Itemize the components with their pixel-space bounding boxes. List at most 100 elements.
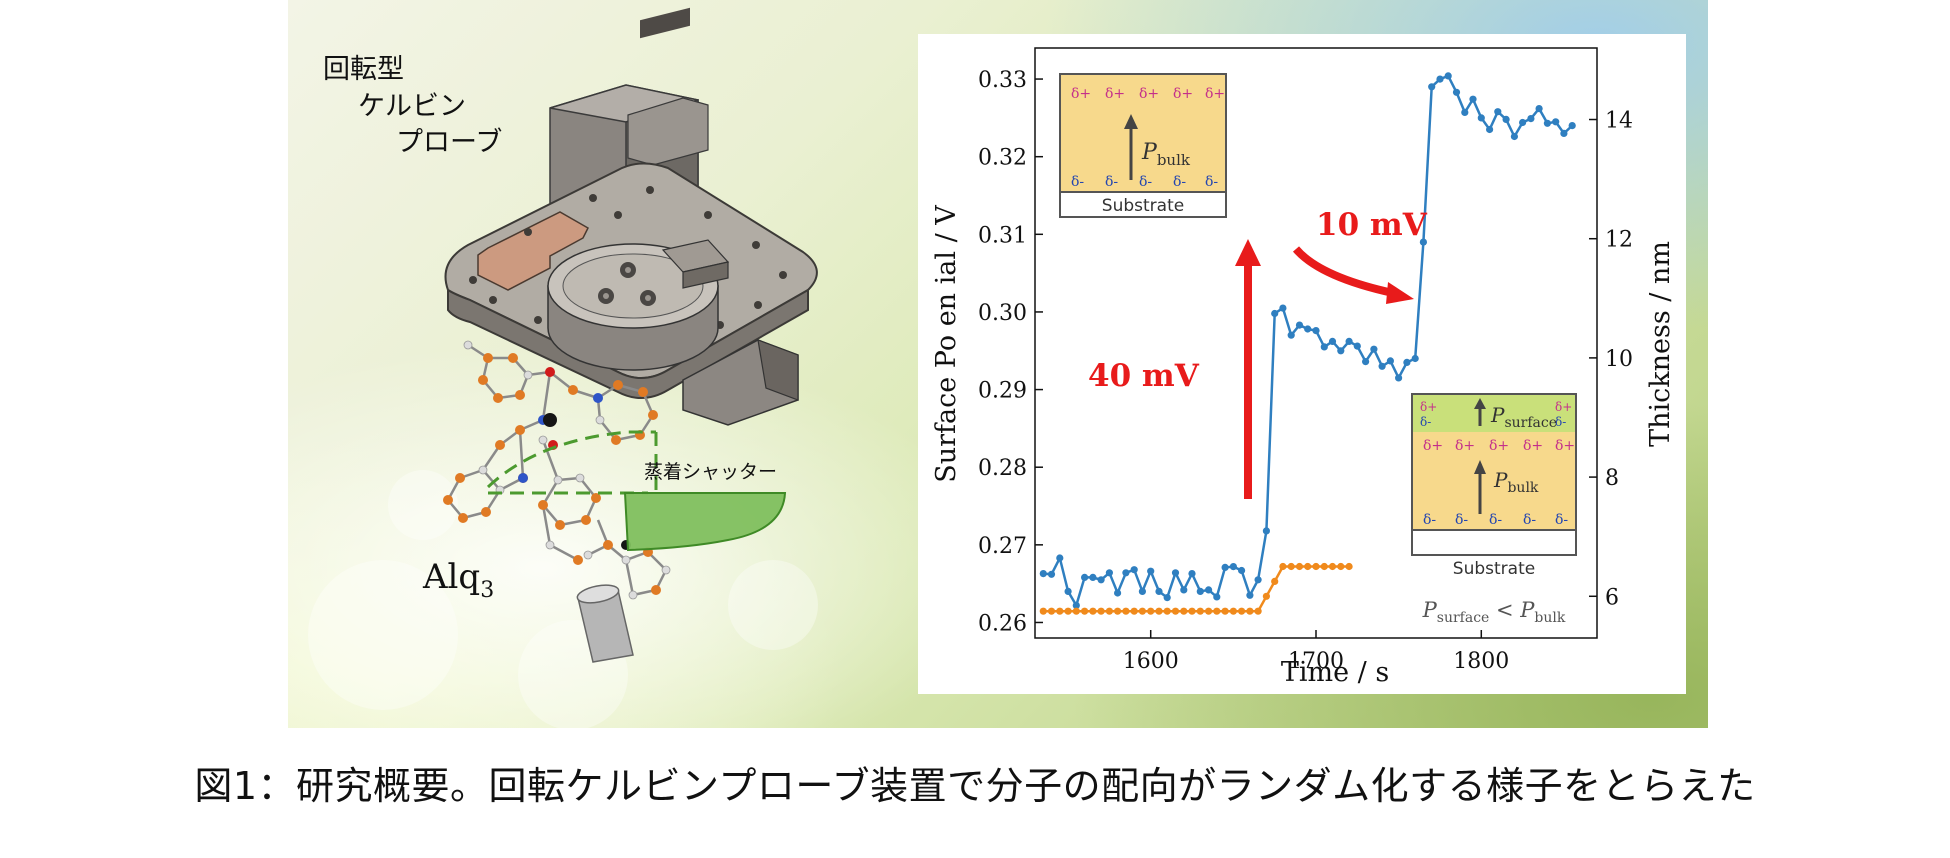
surface-potential-point bbox=[1205, 586, 1213, 594]
surface-potential-point bbox=[1081, 573, 1089, 582]
inset-bottom-delta-minus: δ- bbox=[1555, 512, 1568, 528]
surface-potential-point bbox=[1436, 75, 1444, 83]
thickness-point bbox=[1056, 607, 1064, 615]
surface-potential-point bbox=[1105, 569, 1113, 577]
thickness-point bbox=[1171, 607, 1180, 615]
thickness-point bbox=[1147, 607, 1155, 615]
thickness-point bbox=[1089, 607, 1097, 615]
thickness-point bbox=[1246, 607, 1254, 615]
surface-potential-point bbox=[1337, 347, 1345, 355]
relation-lhs: P bbox=[1422, 598, 1438, 622]
inset-top: δ+ δ+ δ+ δ+ δ+ δ- δ- δ- δ- δ- Pbulk Subs… bbox=[1059, 73, 1227, 218]
surface-potential-point bbox=[1196, 587, 1204, 596]
surface-potential-point bbox=[1527, 115, 1535, 123]
surface-potential-point bbox=[1568, 122, 1576, 130]
thickness-point bbox=[1064, 607, 1072, 615]
inset-top-delta-minus: δ- bbox=[1071, 174, 1084, 190]
surface-potential-point bbox=[1114, 589, 1122, 597]
x-tick-label: 1700 bbox=[1288, 649, 1344, 674]
surface-potential-point bbox=[1543, 119, 1551, 127]
thickness-point bbox=[1138, 607, 1146, 615]
thickness-point bbox=[1097, 607, 1105, 615]
surface-potential-point bbox=[1238, 566, 1246, 575]
y-tick-label: 0.29 bbox=[978, 379, 1027, 404]
thickness-point bbox=[1229, 607, 1237, 615]
inset-bottom-delta-minus: δ- bbox=[1555, 415, 1566, 429]
thickness-point bbox=[1213, 607, 1221, 615]
surface-potential-chart: 1600 1700 1800 0.26 0.27 0.28 0.29 0.30 0.31 0.32… bbox=[931, 47, 1676, 688]
inset-bottom: δ+ δ- δ+ δ- δ+ δ+ δ+ δ+ δ+ δ- δ- δ- δ- bbox=[1411, 393, 1577, 626]
series-layer bbox=[1039, 72, 1576, 615]
surface-potential-point bbox=[1056, 554, 1064, 562]
evaporation-shutter: 蒸着シャッター bbox=[486, 430, 787, 552]
surface-potential-point bbox=[1494, 108, 1502, 116]
thickness-point bbox=[1047, 607, 1056, 615]
axis-ticks: 1600 1700 1800 0.26 0.27 0.28 0.29 0.30 0.31 0.32… bbox=[978, 68, 1633, 674]
y2-axis-title: Thickness / nm bbox=[1645, 241, 1676, 447]
rotating-head bbox=[547, 239, 730, 371]
surface-potential-point bbox=[1130, 566, 1138, 574]
figure-caption: 図1：研究概要。回転ケルビンプローブ装置で分子の配向がランダム化する様子をとらえ… bbox=[194, 764, 1756, 808]
surface-potential-point bbox=[1271, 309, 1279, 318]
thickness-point bbox=[1279, 562, 1287, 571]
y2-tick-label: 6 bbox=[1605, 585, 1619, 610]
thickness-point bbox=[1312, 562, 1320, 571]
surface-potential-point bbox=[1362, 358, 1370, 366]
surface-potential-point bbox=[1072, 601, 1080, 610]
surface-potential-point bbox=[1477, 114, 1485, 122]
surface-potential-point bbox=[1428, 83, 1436, 91]
alq3-atoms bbox=[443, 340, 671, 600]
inset-top-delta-plus: δ+ bbox=[1205, 86, 1225, 102]
thickness-point bbox=[1320, 562, 1328, 571]
surface-potential-point bbox=[1411, 354, 1419, 363]
svg-text:Pbulk: Pbulk bbox=[1141, 140, 1191, 169]
svg-text:Psurface < Pbulk: Psurface < Pbulk bbox=[1422, 598, 1566, 626]
thickness-point bbox=[1238, 607, 1246, 615]
probe-label: 回転型 ケルビン プローブ bbox=[323, 54, 502, 158]
surface-potential-point bbox=[1097, 576, 1105, 584]
side-bracket bbox=[682, 339, 799, 426]
molecule-label: Alq3 bbox=[422, 557, 494, 603]
surface-potential-point bbox=[1469, 95, 1477, 103]
inset-bottom-delta-plus: δ+ bbox=[1555, 438, 1575, 454]
surface-potential-point bbox=[1502, 115, 1510, 123]
figure-background: 回転型 ケルビン プローブ bbox=[288, 0, 1708, 730]
surface-potential-point bbox=[1461, 108, 1469, 116]
inset-top-p-symbol: P bbox=[1141, 140, 1158, 165]
surface-potential-point bbox=[1039, 570, 1047, 578]
inset-top-delta-minus: δ- bbox=[1139, 174, 1152, 190]
thickness-point bbox=[1114, 607, 1122, 615]
molecule-label-main: Alq bbox=[422, 557, 480, 597]
probe-label-line-3: プローブ bbox=[396, 127, 502, 158]
kelvin-probe-illustration: 回転型 ケルビン プローブ bbox=[323, 7, 818, 663]
inset-top-substrate-label: Substrate bbox=[1102, 196, 1184, 216]
relation-operator: < bbox=[1489, 598, 1520, 622]
surface-potential-point bbox=[1155, 587, 1163, 596]
inset-top-p-subscript: bulk bbox=[1157, 151, 1191, 169]
thickness-point bbox=[1295, 562, 1304, 571]
inset-top-delta-minus: δ- bbox=[1105, 174, 1118, 190]
surface-potential-point bbox=[1089, 573, 1097, 582]
surface-potential-point bbox=[1213, 593, 1221, 601]
y-tick-label: 0.26 bbox=[978, 611, 1027, 636]
y-tick-label: 0.32 bbox=[978, 146, 1027, 171]
surface-potential-point bbox=[1163, 594, 1171, 602]
y-axis-title: Surface Po en ial / V bbox=[931, 205, 962, 483]
svg-text:Pbulk: Pbulk bbox=[1493, 468, 1539, 496]
surface-potential-point bbox=[1452, 88, 1461, 96]
inset-bottom-delta-plus: δ+ bbox=[1555, 400, 1572, 414]
thickness-point bbox=[1155, 607, 1163, 615]
step-label-40mv: 40 mV bbox=[1088, 358, 1200, 394]
inset-bottom-delta-plus: δ+ bbox=[1420, 400, 1437, 414]
surface-potential-point bbox=[1535, 105, 1543, 113]
inset-top-delta-plus: δ+ bbox=[1105, 86, 1125, 102]
thickness-point bbox=[1081, 607, 1089, 615]
surface-potential-point bbox=[1444, 72, 1452, 80]
thickness-point bbox=[1105, 607, 1113, 615]
surface-potential-point bbox=[1386, 357, 1394, 365]
surface-potential-point bbox=[1312, 327, 1320, 335]
surface-potential-point bbox=[1345, 337, 1353, 345]
surface-potential-point bbox=[1370, 345, 1378, 353]
surface-potential-point bbox=[1287, 331, 1295, 339]
y-tick-label: 0.31 bbox=[978, 223, 1027, 248]
